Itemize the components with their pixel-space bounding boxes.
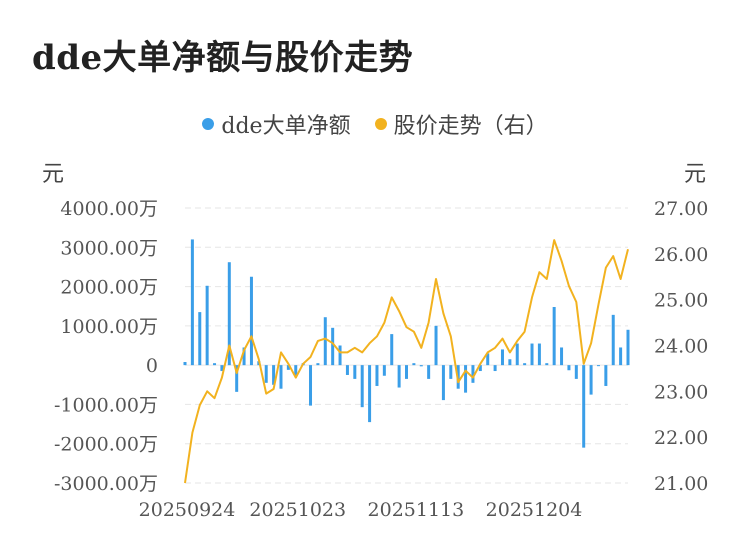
bar bbox=[249, 276, 253, 366]
left-axis-unit: 元 bbox=[42, 162, 65, 187]
bar bbox=[316, 363, 320, 366]
bar bbox=[427, 365, 431, 379]
y-right-tick-label: 24.00 bbox=[654, 336, 708, 358]
bar bbox=[545, 363, 549, 366]
bar bbox=[515, 343, 519, 366]
bar bbox=[567, 365, 571, 371]
y-left-tick-label: -2000.00万 bbox=[54, 434, 158, 456]
bar bbox=[353, 365, 357, 379]
legend-label-price: 股价走势（右） bbox=[393, 114, 548, 139]
bar bbox=[419, 365, 423, 367]
right-axis-unit: 元 bbox=[684, 162, 707, 187]
bar bbox=[375, 365, 379, 386]
price-line bbox=[184, 239, 629, 484]
y-left-tick-label: -3000.00万 bbox=[54, 473, 158, 495]
bar bbox=[589, 365, 593, 395]
legend-dot-dde bbox=[202, 118, 215, 130]
bar bbox=[338, 345, 342, 366]
y-right-tick-label: 23.00 bbox=[654, 381, 708, 403]
legend-dot-price bbox=[374, 118, 387, 130]
legend-item-dde[interactable]: dde大单净额 bbox=[202, 108, 351, 140]
bar bbox=[220, 365, 224, 372]
bar bbox=[294, 365, 298, 377]
x-tick-label: 20250924 bbox=[139, 499, 236, 521]
bar bbox=[464, 365, 468, 393]
bar bbox=[183, 362, 187, 366]
bar bbox=[500, 349, 504, 366]
bar bbox=[331, 327, 335, 366]
bar bbox=[441, 365, 445, 401]
y-left-tick-label: -1000.00万 bbox=[54, 394, 158, 416]
bar bbox=[449, 365, 453, 379]
bar bbox=[345, 365, 349, 375]
y-right-tick-label: 25.00 bbox=[654, 290, 708, 312]
bar bbox=[560, 347, 564, 366]
y-left-tick-label: 0 bbox=[146, 355, 158, 377]
bar bbox=[471, 365, 475, 383]
bar bbox=[213, 363, 217, 366]
bar bbox=[309, 365, 313, 406]
bar bbox=[412, 363, 416, 366]
chart-legend: dde大单净额 股价走势（右） bbox=[0, 108, 750, 140]
legend-label-dde: dde大单净额 bbox=[221, 114, 351, 139]
y-left-tick-label: 2000.00万 bbox=[60, 277, 158, 299]
y-left-tick-label: 1000.00万 bbox=[60, 316, 158, 338]
bar bbox=[235, 365, 239, 392]
y-right-tick-label: 22.00 bbox=[654, 427, 708, 449]
bar bbox=[619, 347, 623, 366]
bar bbox=[552, 307, 556, 366]
bar bbox=[493, 365, 497, 372]
bar bbox=[397, 365, 401, 388]
y-left-tick-label: 3000.00万 bbox=[60, 237, 158, 259]
y-left-tick-label: 4000.00万 bbox=[60, 198, 158, 220]
bar bbox=[478, 365, 482, 372]
bar bbox=[382, 365, 386, 376]
bar bbox=[242, 347, 246, 366]
chart-title: dde大单净额与股价走势 bbox=[32, 38, 414, 78]
bar bbox=[227, 262, 231, 366]
bar bbox=[486, 353, 490, 366]
bar bbox=[279, 365, 283, 389]
y-right-tick-label: 26.00 bbox=[654, 244, 708, 266]
bar bbox=[611, 314, 615, 366]
bar bbox=[360, 365, 364, 408]
bar bbox=[596, 365, 600, 367]
bar bbox=[582, 365, 586, 448]
bar bbox=[530, 343, 534, 366]
bar bbox=[272, 365, 276, 385]
bar bbox=[198, 312, 202, 366]
bar bbox=[604, 365, 608, 386]
x-tick-label: 20251204 bbox=[486, 499, 583, 521]
bar bbox=[190, 239, 194, 366]
bar bbox=[434, 325, 438, 366]
x-tick-label: 20251023 bbox=[249, 499, 346, 521]
bar bbox=[523, 363, 527, 366]
bar bbox=[323, 317, 327, 366]
bar bbox=[390, 334, 394, 366]
bar bbox=[205, 285, 209, 366]
bar bbox=[574, 365, 578, 379]
bar bbox=[264, 365, 268, 383]
y-right-tick-label: 27.00 bbox=[654, 198, 708, 220]
bar bbox=[537, 343, 541, 366]
bar bbox=[286, 365, 290, 370]
legend-item-price[interactable]: 股价走势（右） bbox=[374, 108, 548, 140]
bar bbox=[368, 365, 372, 423]
bar bbox=[508, 359, 512, 366]
x-tick-label: 20251113 bbox=[368, 499, 465, 521]
bar bbox=[405, 365, 408, 379]
bar bbox=[626, 329, 630, 366]
y-right-tick-label: 21.00 bbox=[654, 473, 708, 495]
